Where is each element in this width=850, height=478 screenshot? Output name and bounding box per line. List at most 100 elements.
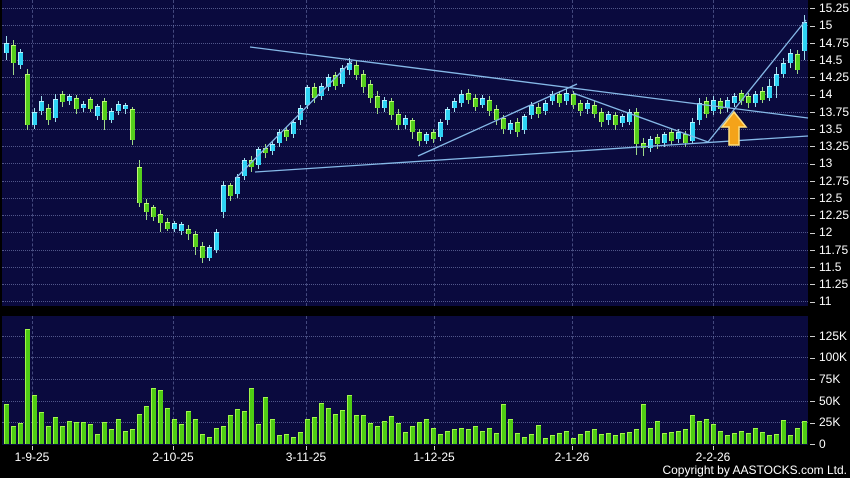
candle-body [725,99,730,109]
price-axis-label: 12.75 [810,174,849,188]
date-axis-tick [572,446,573,450]
candle-body [249,159,254,167]
volume-bar [529,433,534,444]
volume-bar [704,418,709,444]
volume-bar [711,424,716,444]
volume-bar [557,432,562,444]
price-axis-label: 11.5 [810,260,841,274]
volume-bar [606,432,611,444]
volume-gridline [2,400,808,402]
candle-body [186,228,191,234]
candle-body [676,132,681,140]
candle-body [683,134,688,143]
volume-bar [67,420,72,444]
candle-body [102,101,107,120]
candle-body [508,123,513,131]
price-axis-tick [810,129,815,131]
candle-body [375,95,380,109]
candle-body [690,121,695,142]
candle-body [746,96,751,104]
price-axis-label: 14 [810,87,832,101]
volume-bar [277,435,282,444]
volume-axis-tick [810,335,815,337]
volume-bar [487,427,492,444]
volume-bar [347,395,352,444]
month-gridline [32,0,33,306]
volume-bar [137,413,142,444]
volume-bar [81,422,86,444]
price-axis-label: 11.25 [810,277,848,291]
volume-bar [739,430,744,444]
volume-bar [333,413,338,444]
volume-bar [263,397,268,444]
volume-bar [725,435,730,444]
price-chart-panel[interactable] [2,0,808,306]
volume-bar [221,425,226,444]
candle-body [382,99,387,109]
volume-bar [494,432,499,444]
candle-body [697,102,702,121]
candle-body [599,111,604,122]
candle-body [242,159,247,176]
candle-body [522,116,527,131]
volume-bar [515,432,520,444]
price-gridline [2,180,808,182]
candle-body [704,101,709,114]
price-axis-tick [810,42,815,44]
volume-bar [634,429,639,444]
volume-bar [802,421,807,444]
candle-body [228,185,233,197]
candle-body [291,121,296,135]
candle-body [557,94,562,103]
candle-body [396,113,401,126]
month-gridline [713,316,714,445]
volume-bar [655,420,660,444]
volume-bar [74,422,79,444]
candle-body [466,92,471,100]
volume-bar [753,428,758,444]
candle-body [4,43,9,53]
candle-body [494,109,499,121]
candle-body [235,177,240,195]
volume-bar [298,431,303,444]
volume-bar [214,427,219,444]
volume-bar [130,429,135,444]
candle-body [606,113,611,121]
volume-bar [18,423,23,444]
candle-body [319,85,324,96]
candle-body [543,102,548,112]
candle-body [256,149,261,165]
price-axis-label: 15 [810,18,832,32]
volume-bar [242,411,247,444]
volume-bar [627,431,632,444]
date-axis-tick [32,446,33,450]
candle-body [326,77,331,88]
volume-bar [151,387,156,444]
date-axis-tick [713,446,714,450]
candle-body [172,223,177,230]
price-gridline [2,94,808,96]
price-axis-tick [810,198,815,200]
volume-bar [88,424,93,444]
candle-body [620,116,625,124]
volume-bar [116,418,121,444]
candle-body [739,92,744,102]
volume-bar [228,415,233,444]
volume-bar [382,421,387,444]
date-axis-label: 3-11-25 [285,450,327,464]
volume-bar [396,423,401,444]
volume-bar [585,430,590,444]
candle-body [193,233,198,248]
volume-bar [53,417,58,444]
volume-gridline [2,335,808,337]
volume-bar [767,435,772,444]
volume-bar [662,432,667,444]
volume-bar [172,418,177,444]
volume-chart-panel[interactable] [2,316,808,445]
candle-body [221,185,226,212]
date-axis-tick [173,446,174,450]
candle-body [438,121,443,138]
candle-body [165,221,170,229]
volume-bar [466,429,471,444]
candle-body [179,223,184,231]
